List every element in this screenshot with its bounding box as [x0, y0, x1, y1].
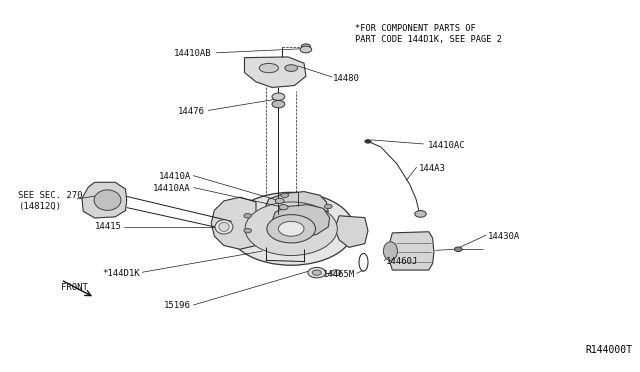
Polygon shape [82, 182, 127, 218]
Circle shape [275, 198, 284, 203]
Ellipse shape [383, 242, 397, 260]
Text: 14476: 14476 [178, 107, 205, 116]
Text: 15196: 15196 [164, 301, 191, 310]
Polygon shape [389, 232, 434, 270]
Text: R144000T: R144000T [586, 345, 632, 355]
Polygon shape [244, 57, 306, 87]
Circle shape [281, 193, 289, 198]
Text: *FOR COMPONENT PARTS OF
PART CODE 144D1K, SEE PAGE 2: *FOR COMPONENT PARTS OF PART CODE 144D1K… [355, 24, 502, 44]
Text: *144D1K: *144D1K [102, 269, 140, 278]
Circle shape [324, 204, 332, 209]
Circle shape [267, 215, 316, 243]
Circle shape [272, 100, 285, 108]
Text: SEE SEC. 270
(14812Q): SEE SEC. 270 (14812Q) [18, 191, 83, 211]
Circle shape [308, 267, 326, 278]
Circle shape [312, 270, 321, 275]
Circle shape [272, 93, 285, 100]
Circle shape [228, 192, 354, 265]
Circle shape [301, 44, 310, 49]
Text: 14410AA: 14410AA [153, 184, 191, 193]
Ellipse shape [259, 63, 278, 73]
Polygon shape [272, 205, 330, 238]
Text: 14410AB: 14410AB [173, 49, 211, 58]
Text: 14415: 14415 [95, 222, 122, 231]
Circle shape [245, 202, 337, 256]
Circle shape [300, 46, 312, 53]
Circle shape [365, 140, 371, 143]
Ellipse shape [94, 190, 121, 210]
Circle shape [278, 221, 304, 236]
Text: 14465M: 14465M [323, 270, 355, 279]
Ellipse shape [219, 222, 229, 231]
Text: 14480: 14480 [333, 74, 360, 83]
Text: 144A3: 144A3 [419, 164, 446, 173]
Circle shape [415, 211, 426, 217]
Circle shape [454, 247, 462, 251]
Circle shape [244, 228, 252, 233]
Text: 14410AC: 14410AC [428, 141, 465, 150]
Text: 14460J: 14460J [386, 257, 418, 266]
Polygon shape [335, 216, 368, 247]
Text: 14410A: 14410A [159, 172, 191, 181]
Circle shape [244, 214, 252, 218]
Circle shape [279, 205, 288, 210]
Text: 14430A: 14430A [488, 232, 520, 241]
Text: FRONT: FRONT [61, 283, 88, 292]
Polygon shape [266, 192, 328, 212]
Polygon shape [211, 197, 260, 249]
Ellipse shape [215, 220, 233, 234]
Ellipse shape [285, 65, 298, 71]
Circle shape [331, 270, 341, 276]
